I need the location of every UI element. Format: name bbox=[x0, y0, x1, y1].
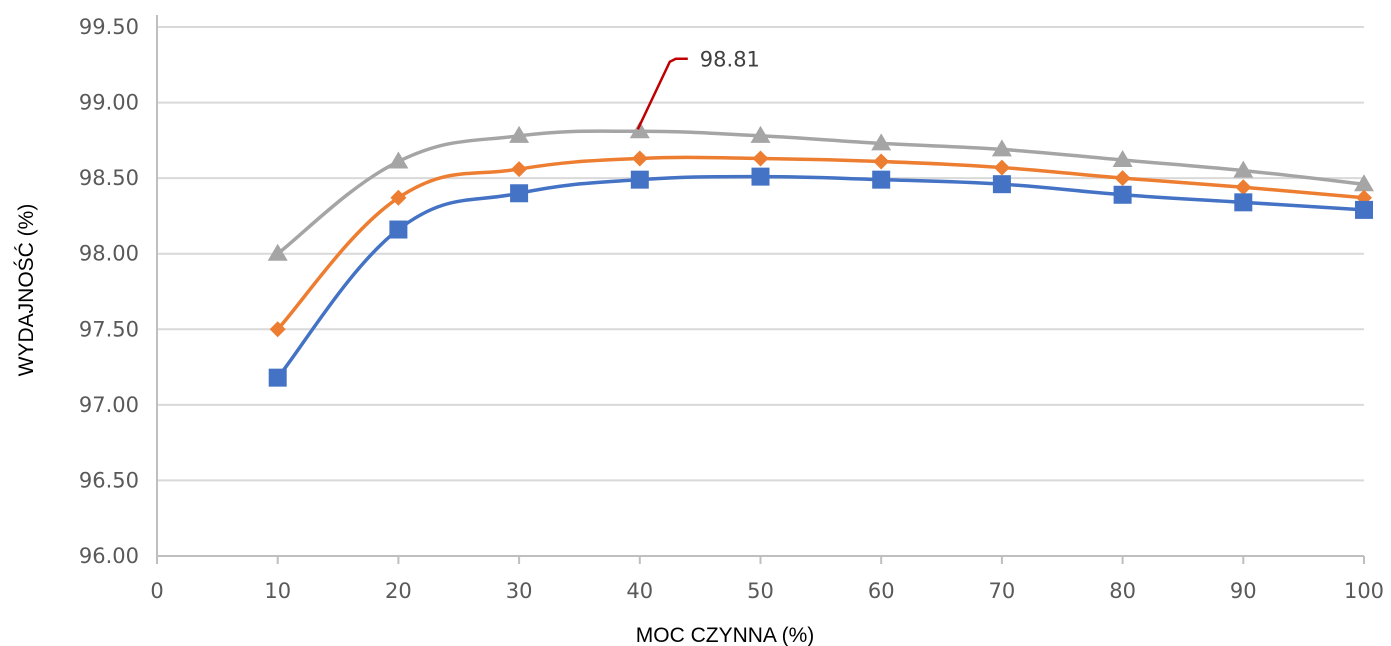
series-point-triangle bbox=[1354, 174, 1374, 192]
y-tick-label: 96.50 bbox=[79, 468, 139, 492]
series-point-triangle bbox=[267, 243, 288, 261]
series-point-square bbox=[510, 184, 529, 203]
series-point-square bbox=[389, 220, 408, 239]
series-point-triangle bbox=[1112, 150, 1133, 168]
series-line bbox=[276, 155, 1365, 331]
series-point-triangle bbox=[871, 133, 892, 151]
annotation-leader-line bbox=[636, 57, 688, 130]
y-tick-label: 99.50 bbox=[79, 15, 139, 39]
series-point-square bbox=[992, 175, 1011, 194]
x-axis-title: MOC CZYNNA (%) bbox=[636, 624, 815, 646]
series-point-square bbox=[1113, 185, 1132, 204]
x-tick-label: 0 bbox=[150, 579, 163, 603]
series-point-triangle bbox=[629, 121, 650, 139]
x-tick-label: 80 bbox=[1109, 579, 1136, 603]
x-tick-label: 10 bbox=[264, 579, 291, 603]
series-point-square bbox=[1355, 200, 1373, 219]
y-tick-label: 97.50 bbox=[79, 317, 139, 341]
series-point-square bbox=[751, 167, 770, 186]
series-point-square bbox=[1234, 193, 1253, 212]
x-tick-label: 20 bbox=[385, 579, 412, 603]
series-group bbox=[267, 121, 1374, 387]
series-point-square bbox=[872, 170, 891, 189]
series-point-diamond bbox=[631, 150, 648, 167]
y-tick-label: 99.00 bbox=[79, 91, 139, 115]
series-point-square bbox=[268, 368, 287, 387]
x-tick-label: 60 bbox=[868, 579, 895, 603]
series-point-diamond bbox=[752, 150, 769, 167]
y-tick-label: 98.50 bbox=[79, 166, 139, 190]
y-tick-label: 96.00 bbox=[79, 544, 139, 568]
series-point-diamond bbox=[511, 161, 528, 178]
series-point-triangle bbox=[1233, 160, 1254, 178]
series-point-triangle bbox=[509, 125, 530, 143]
x-tick-label: 50 bbox=[747, 579, 774, 603]
series-point-diamond bbox=[1235, 179, 1252, 196]
series-point-diamond bbox=[993, 159, 1010, 176]
annotation-group: 98.81 bbox=[636, 48, 760, 130]
annotation-label: 98.81 bbox=[700, 48, 760, 72]
series-line bbox=[276, 129, 1365, 256]
x-tick-label: 70 bbox=[989, 579, 1016, 603]
x-tick-labels: 0 10 20 30 40 50 60 70 80 90 100 bbox=[150, 579, 1384, 603]
series-point-triangle bbox=[388, 151, 409, 169]
x-tick-label: 90 bbox=[1230, 579, 1257, 603]
series-line bbox=[276, 174, 1365, 379]
x-tick-label: 100 bbox=[1344, 579, 1384, 603]
y-tick-labels: 96.00 96.50 97.00 97.50 98.00 98.50 99.00 99.50 bbox=[79, 15, 139, 568]
y-tick-label: 98.00 bbox=[79, 242, 139, 266]
series-point-triangle bbox=[991, 139, 1012, 157]
y-axis-title: WYDAJNOŚĆ (%) bbox=[14, 204, 38, 377]
x-tick-label: 40 bbox=[626, 579, 653, 603]
series-point-square bbox=[630, 170, 649, 189]
series-point-diamond bbox=[873, 153, 890, 170]
x-tick-label: 30 bbox=[506, 579, 533, 603]
series-point-diamond bbox=[269, 321, 286, 338]
series-point-triangle bbox=[750, 125, 771, 143]
series-point-diamond bbox=[390, 189, 407, 206]
axes bbox=[156, 15, 1365, 564]
y-tick-label: 97.00 bbox=[79, 393, 139, 417]
series-point-diamond bbox=[1114, 170, 1131, 187]
